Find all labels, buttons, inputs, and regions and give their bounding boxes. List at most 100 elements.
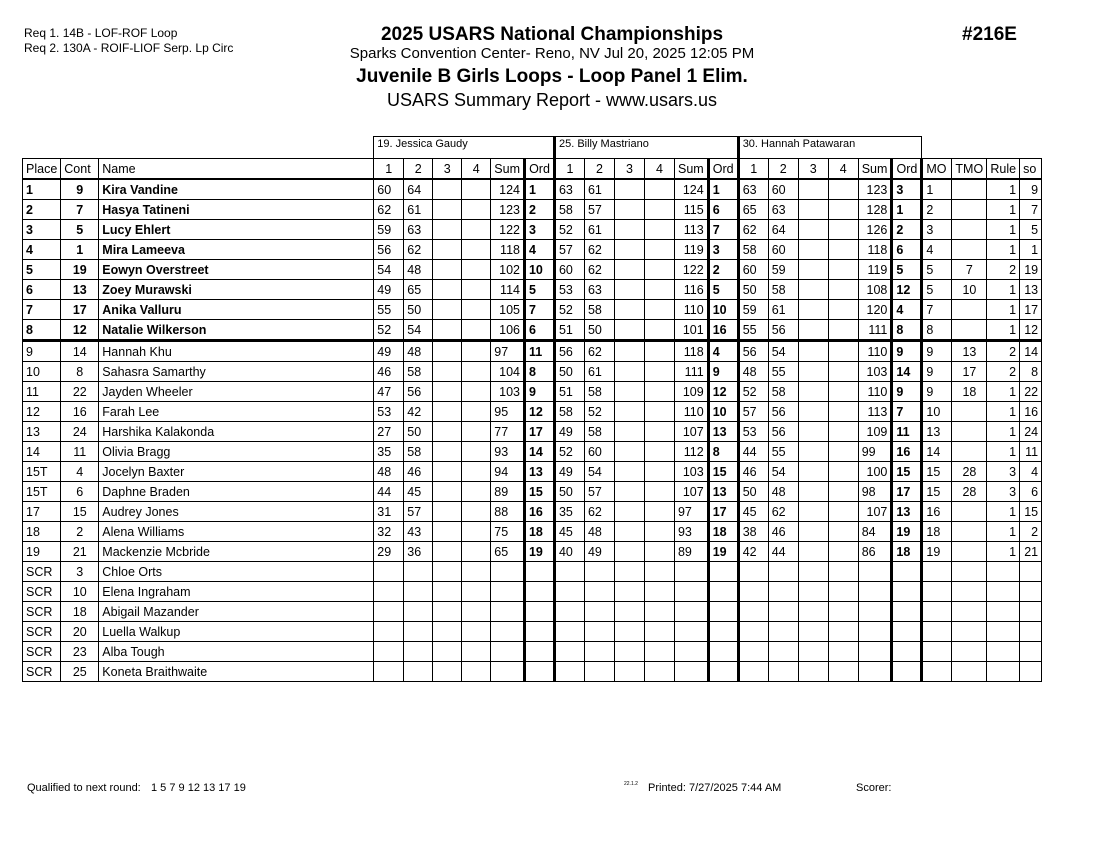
header-judge-2-col-3: 3 bbox=[613, 158, 645, 180]
tmo-cell bbox=[951, 199, 988, 220]
mo-cell: 5 bbox=[920, 259, 953, 280]
judge-2-score-2: 52 bbox=[583, 401, 615, 422]
judge-3-score-4 bbox=[827, 641, 859, 662]
judge-1-score-4 bbox=[461, 381, 492, 402]
judge-2-score-1 bbox=[552, 561, 585, 582]
judge-1-score-1: 52 bbox=[373, 319, 405, 342]
judge-1-score-4 bbox=[461, 279, 492, 300]
judge-3-sum: 108 bbox=[857, 279, 893, 300]
judge-3-score-1: 48 bbox=[736, 361, 769, 382]
judge-2-ordinal bbox=[706, 661, 739, 682]
place-cell: 1 bbox=[21, 178, 62, 200]
tmo-cell bbox=[951, 541, 988, 562]
version-number: 22.1.2 bbox=[624, 781, 638, 787]
table-row: 13 24 Harshika Kalakonda 27 50 77 17 49 58 107 13 5… bbox=[21, 421, 1043, 442]
judge-3-score-4 bbox=[827, 441, 859, 462]
judge-3-score-3 bbox=[797, 481, 829, 502]
so-cell: 7 bbox=[1019, 199, 1043, 220]
header-judge-1-col-4: 4 bbox=[461, 158, 492, 180]
table-row: SCR 20 Luella Walkup bbox=[21, 621, 1043, 642]
header-judge-1-col-sum: Sum bbox=[490, 158, 525, 180]
place-cell: SCR bbox=[21, 581, 62, 602]
table-row: SCR 23 Alba Tough bbox=[21, 641, 1043, 662]
rule-cell: 2 bbox=[986, 361, 1021, 382]
judge-2-sum bbox=[673, 621, 709, 642]
rule-cell: 1 bbox=[986, 501, 1021, 522]
table-row: 7 17 Anika Valluru 55 50 105 7 52 58 110 10 59 61 120… bbox=[21, 299, 1043, 320]
judge-1-ordinal: 15 bbox=[522, 481, 555, 502]
judge-1-ordinal bbox=[522, 641, 555, 662]
judge-1-score-2: 62 bbox=[403, 239, 434, 260]
header-judge-1-col-1: 1 bbox=[373, 158, 405, 180]
judge-2-score-3 bbox=[613, 299, 645, 320]
table-row: 9 14 Hannah Khu 49 48 97 11 56 62 118 4 56 54 110 9 9 13… bbox=[21, 340, 1043, 362]
judge-2-score-1: 60 bbox=[552, 259, 585, 280]
judge-1-sum bbox=[490, 621, 525, 642]
judge-2-score-4 bbox=[643, 661, 675, 682]
judge-3-score-1: 38 bbox=[736, 521, 769, 542]
tmo-cell: 10 bbox=[951, 279, 988, 300]
judge-2-score-4 bbox=[643, 259, 675, 280]
judge-3-ordinal: 14 bbox=[890, 361, 923, 382]
judge-1-ordinal bbox=[522, 601, 555, 622]
header-judge-3-col-1: 1 bbox=[736, 158, 769, 180]
judge-1-sum: 124 bbox=[490, 178, 525, 200]
mo-cell bbox=[920, 581, 953, 602]
judge-2-sum: 103 bbox=[673, 461, 709, 482]
requirement-1: Req 1. 14B - LOF-ROF Loop bbox=[24, 26, 178, 40]
header-judge-2-col-4: 4 bbox=[643, 158, 675, 180]
so-cell: 11 bbox=[1019, 441, 1043, 462]
judge-3-ordinal bbox=[890, 621, 923, 642]
judge-2-sum bbox=[673, 641, 709, 662]
judge-1-score-4 bbox=[461, 521, 492, 542]
tmo-cell bbox=[951, 621, 988, 642]
name-cell: Mira Lameeva bbox=[98, 239, 375, 260]
name-cell: Audrey Jones bbox=[98, 501, 375, 522]
rule-cell: 1 bbox=[986, 299, 1021, 320]
judge-3-score-2: 63 bbox=[767, 199, 799, 220]
name-cell: Eowyn Overstreet bbox=[98, 259, 375, 280]
judge-1-score-3 bbox=[432, 581, 463, 602]
judge-3-sum: 113 bbox=[857, 401, 893, 422]
header-tmo: TMO bbox=[951, 158, 988, 180]
judge-2-score-3 bbox=[613, 381, 645, 402]
judge-3-ordinal bbox=[890, 561, 923, 582]
rule-cell bbox=[986, 581, 1021, 602]
judge-3-score-2 bbox=[767, 581, 799, 602]
judge-3-ordinal bbox=[890, 601, 923, 622]
judge-2-ordinal: 7 bbox=[706, 219, 739, 240]
judge-3-score-2: 54 bbox=[767, 340, 799, 362]
mo-cell: 4 bbox=[920, 239, 953, 260]
judge-1-score-4 bbox=[461, 561, 492, 582]
judge-3-score-4 bbox=[827, 361, 859, 382]
judge-3-sum: 119 bbox=[857, 259, 893, 280]
judge-3-score-4 bbox=[827, 481, 859, 502]
so-cell bbox=[1019, 661, 1043, 682]
table-row: 15T 6 Daphne Braden 44 45 89 15 50 57 107 13 50 48 98… bbox=[21, 481, 1043, 502]
mo-cell: 9 bbox=[920, 381, 953, 402]
so-cell: 15 bbox=[1019, 501, 1043, 522]
judge-1-score-2: 48 bbox=[403, 340, 434, 362]
judge-1-sum: 105 bbox=[490, 299, 525, 320]
judge-2-sum: 111 bbox=[673, 361, 709, 382]
judge-1-score-1: 54 bbox=[373, 259, 405, 280]
judge-2-ordinal: 5 bbox=[706, 279, 739, 300]
judge-3-score-4 bbox=[827, 381, 859, 402]
event-number: #216E bbox=[962, 24, 1017, 45]
so-cell: 8 bbox=[1019, 361, 1043, 382]
name-cell: Hasya Tatineni bbox=[98, 199, 375, 220]
tmo-cell: 7 bbox=[951, 259, 988, 280]
report-title: USARS Summary Report - www.usars.us bbox=[386, 90, 718, 110]
judge-2-score-3 bbox=[613, 421, 645, 442]
judge-3-score-1: 60 bbox=[736, 259, 769, 280]
judge-1-score-1: 32 bbox=[373, 521, 405, 542]
judge-3-score-3 bbox=[797, 381, 829, 402]
judge-2-score-2: 62 bbox=[583, 259, 615, 280]
judge-2-sum: 89 bbox=[673, 541, 709, 562]
judge-3-score-4 bbox=[827, 219, 859, 240]
judge-2-score-4 bbox=[643, 581, 675, 602]
judge-3-ordinal: 3 bbox=[890, 178, 923, 200]
judge-3-score-2 bbox=[767, 661, 799, 682]
judge-3-score-3 bbox=[797, 541, 829, 562]
cont-cell: 3 bbox=[60, 561, 100, 582]
